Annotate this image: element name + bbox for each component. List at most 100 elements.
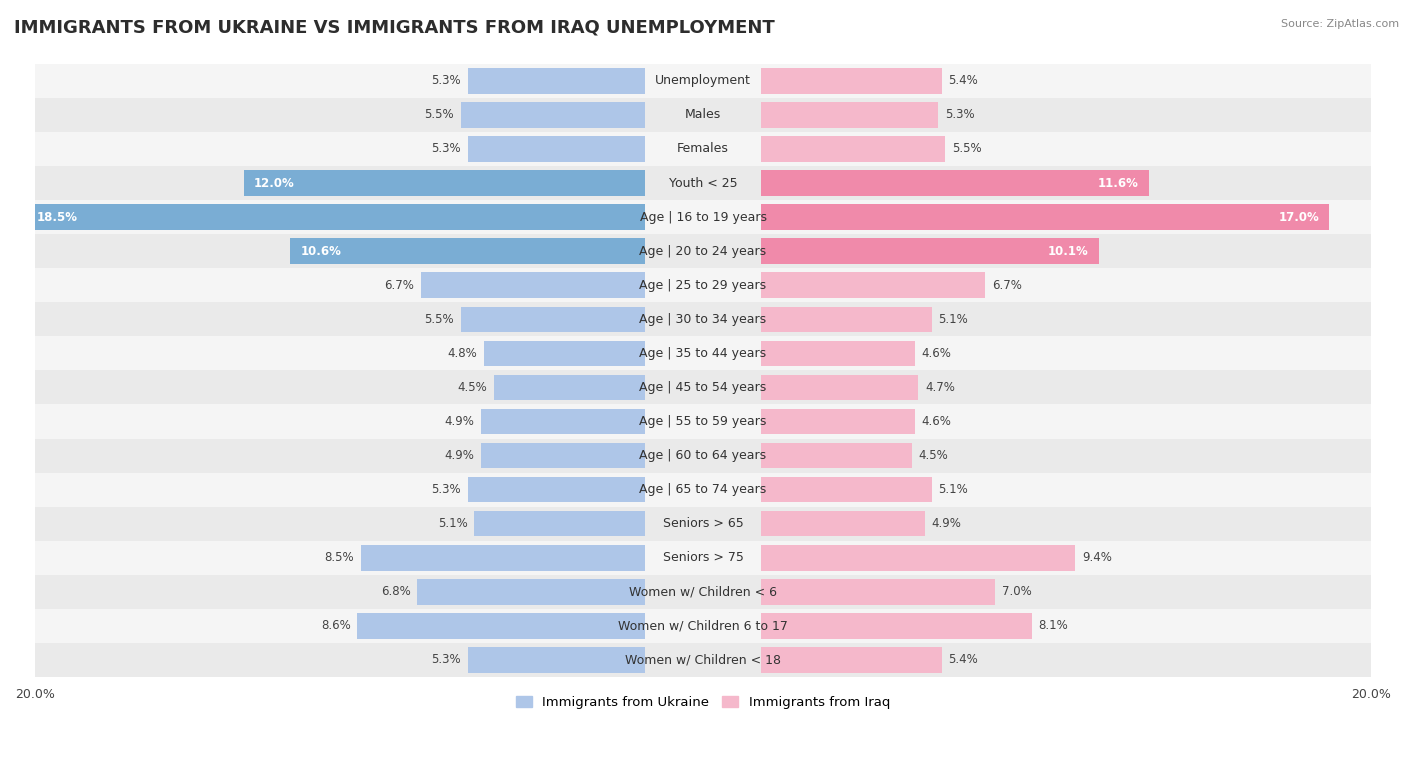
Text: Unemployment: Unemployment: [655, 74, 751, 87]
Text: Women w/ Children < 6: Women w/ Children < 6: [628, 585, 778, 598]
Bar: [35, 609, 1371, 643]
Text: 6.7%: 6.7%: [993, 279, 1022, 291]
Bar: [35, 98, 1371, 132]
Text: 9.4%: 9.4%: [1083, 551, 1112, 564]
Text: 6.7%: 6.7%: [384, 279, 413, 291]
Text: IMMIGRANTS FROM UKRAINE VS IMMIGRANTS FROM IRAQ UNEMPLOYMENT: IMMIGRANTS FROM UKRAINE VS IMMIGRANTS FR…: [14, 19, 775, 37]
Bar: [762, 409, 915, 435]
Text: Youth < 25: Youth < 25: [669, 176, 737, 189]
Bar: [762, 136, 945, 162]
Text: 4.6%: 4.6%: [922, 415, 952, 428]
Text: 5.5%: 5.5%: [425, 313, 454, 326]
Text: Age | 20 to 24 years: Age | 20 to 24 years: [640, 245, 766, 257]
Text: 5.3%: 5.3%: [432, 483, 461, 496]
Text: 5.4%: 5.4%: [949, 653, 979, 666]
Text: 4.5%: 4.5%: [918, 449, 948, 462]
Text: Seniors > 75: Seniors > 75: [662, 551, 744, 564]
Bar: [35, 575, 1371, 609]
Bar: [762, 204, 1329, 230]
Text: Age | 45 to 54 years: Age | 45 to 54 years: [640, 381, 766, 394]
Bar: [762, 273, 986, 298]
Text: 4.6%: 4.6%: [922, 347, 952, 360]
Text: Age | 35 to 44 years: Age | 35 to 44 years: [640, 347, 766, 360]
Text: 5.5%: 5.5%: [425, 108, 454, 121]
Text: 17.0%: 17.0%: [1278, 210, 1319, 223]
Text: 5.1%: 5.1%: [437, 517, 468, 530]
Text: 4.9%: 4.9%: [444, 415, 474, 428]
Bar: [35, 166, 1371, 200]
Bar: [468, 68, 644, 94]
Text: 4.8%: 4.8%: [447, 347, 478, 360]
Text: Females: Females: [678, 142, 728, 155]
Bar: [495, 375, 644, 400]
Text: 8.6%: 8.6%: [321, 619, 350, 632]
Bar: [35, 200, 1371, 234]
Bar: [468, 477, 644, 503]
Text: 10.6%: 10.6%: [301, 245, 342, 257]
Bar: [243, 170, 644, 196]
Text: 5.1%: 5.1%: [938, 313, 969, 326]
Bar: [35, 472, 1371, 506]
Bar: [35, 643, 1371, 677]
Text: Age | 16 to 19 years: Age | 16 to 19 years: [640, 210, 766, 223]
Bar: [481, 409, 644, 435]
Bar: [762, 238, 1099, 264]
Text: Males: Males: [685, 108, 721, 121]
Text: 5.3%: 5.3%: [432, 142, 461, 155]
Text: 5.4%: 5.4%: [949, 74, 979, 87]
Text: 10.1%: 10.1%: [1047, 245, 1088, 257]
Bar: [461, 307, 644, 332]
Bar: [474, 511, 644, 537]
Text: Source: ZipAtlas.com: Source: ZipAtlas.com: [1281, 19, 1399, 29]
Text: 8.5%: 8.5%: [325, 551, 354, 564]
Bar: [762, 647, 942, 673]
Bar: [27, 204, 644, 230]
Bar: [762, 102, 938, 128]
Text: 12.0%: 12.0%: [253, 176, 294, 189]
Bar: [762, 375, 918, 400]
Bar: [762, 613, 1032, 639]
Bar: [35, 438, 1371, 472]
Text: 5.3%: 5.3%: [945, 108, 974, 121]
Text: 5.1%: 5.1%: [938, 483, 969, 496]
Text: 11.6%: 11.6%: [1098, 176, 1139, 189]
Bar: [762, 511, 925, 537]
Bar: [762, 68, 942, 94]
Bar: [291, 238, 644, 264]
Text: Age | 65 to 74 years: Age | 65 to 74 years: [640, 483, 766, 496]
Text: Age | 25 to 29 years: Age | 25 to 29 years: [640, 279, 766, 291]
Text: 7.0%: 7.0%: [1002, 585, 1032, 598]
Bar: [762, 307, 932, 332]
Bar: [762, 477, 932, 503]
Bar: [357, 613, 644, 639]
Text: 4.9%: 4.9%: [444, 449, 474, 462]
Text: 6.8%: 6.8%: [381, 585, 411, 598]
Bar: [35, 370, 1371, 404]
Bar: [481, 443, 644, 469]
Bar: [35, 336, 1371, 370]
Text: Age | 30 to 34 years: Age | 30 to 34 years: [640, 313, 766, 326]
Bar: [468, 647, 644, 673]
Text: 5.3%: 5.3%: [432, 653, 461, 666]
Bar: [468, 136, 644, 162]
Bar: [35, 404, 1371, 438]
Legend: Immigrants from Ukraine, Immigrants from Iraq: Immigrants from Ukraine, Immigrants from…: [510, 690, 896, 714]
Bar: [35, 268, 1371, 302]
Bar: [35, 540, 1371, 575]
Text: Women w/ Children < 18: Women w/ Children < 18: [626, 653, 780, 666]
Bar: [762, 443, 911, 469]
Text: Age | 60 to 64 years: Age | 60 to 64 years: [640, 449, 766, 462]
Text: 4.5%: 4.5%: [458, 381, 488, 394]
Text: Women w/ Children 6 to 17: Women w/ Children 6 to 17: [619, 619, 787, 632]
Bar: [35, 506, 1371, 540]
Bar: [484, 341, 644, 366]
Bar: [461, 102, 644, 128]
Bar: [762, 341, 915, 366]
Bar: [360, 545, 644, 571]
Bar: [420, 273, 644, 298]
Bar: [762, 545, 1076, 571]
Text: 5.3%: 5.3%: [432, 74, 461, 87]
Text: 5.5%: 5.5%: [952, 142, 981, 155]
Text: 8.1%: 8.1%: [1039, 619, 1069, 632]
Bar: [762, 579, 995, 605]
